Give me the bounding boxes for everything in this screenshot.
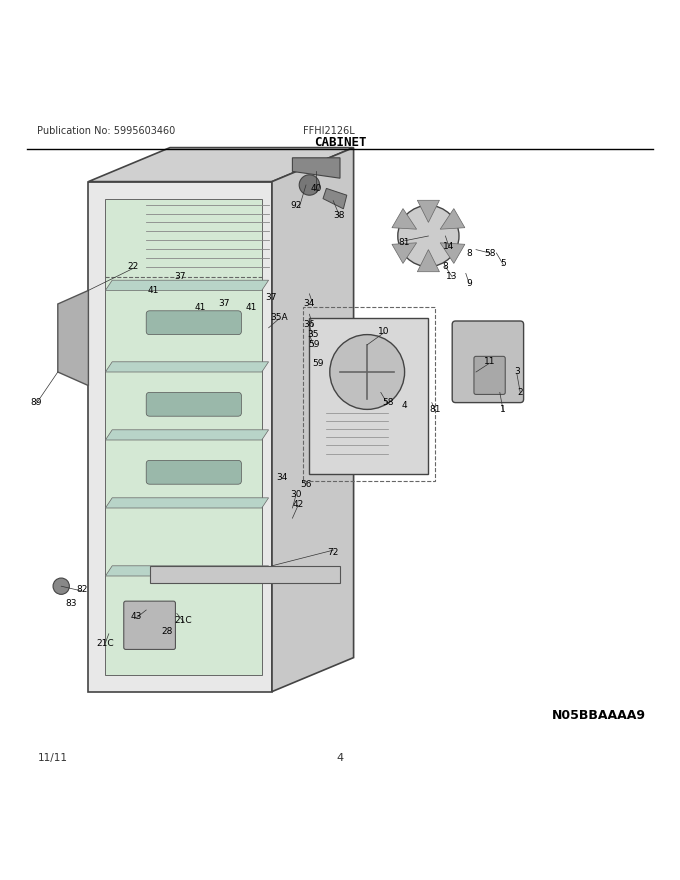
- Text: 1: 1: [500, 405, 506, 414]
- Text: 40: 40: [311, 184, 322, 193]
- Text: 81: 81: [430, 405, 441, 414]
- Text: FFHI2126L: FFHI2126L: [303, 126, 354, 136]
- Text: 36: 36: [304, 320, 315, 329]
- Text: 22: 22: [127, 262, 138, 271]
- Text: 56: 56: [301, 480, 311, 488]
- Text: 58: 58: [484, 248, 495, 258]
- Polygon shape: [88, 181, 272, 692]
- Polygon shape: [418, 201, 439, 223]
- Circle shape: [398, 205, 459, 267]
- Text: 34: 34: [277, 473, 288, 482]
- Polygon shape: [150, 566, 340, 583]
- Text: 43: 43: [131, 612, 141, 621]
- FancyBboxPatch shape: [146, 460, 241, 484]
- Polygon shape: [105, 498, 269, 508]
- Text: 8: 8: [466, 248, 472, 258]
- Text: Publication No: 5995603460: Publication No: 5995603460: [37, 126, 175, 136]
- Text: 82: 82: [76, 585, 87, 594]
- Polygon shape: [418, 250, 439, 272]
- Text: 37: 37: [175, 272, 186, 282]
- Text: 38: 38: [333, 211, 344, 220]
- Text: 21C: 21C: [97, 640, 114, 649]
- Text: 11/11: 11/11: [37, 753, 67, 763]
- Text: 9: 9: [466, 279, 472, 288]
- Text: 10: 10: [379, 326, 390, 335]
- Text: 30: 30: [290, 490, 301, 499]
- Polygon shape: [440, 243, 465, 263]
- Text: CABINET: CABINET: [313, 136, 367, 149]
- Polygon shape: [105, 199, 262, 675]
- Circle shape: [330, 334, 405, 409]
- Polygon shape: [105, 280, 269, 290]
- Polygon shape: [323, 188, 347, 209]
- Polygon shape: [105, 429, 269, 440]
- Text: 41: 41: [195, 303, 206, 312]
- Text: 11: 11: [484, 357, 495, 366]
- Text: 13: 13: [447, 272, 458, 282]
- Text: 37: 37: [219, 299, 230, 309]
- Text: 3: 3: [514, 368, 520, 377]
- Text: 4: 4: [402, 401, 407, 410]
- Circle shape: [299, 175, 320, 195]
- Text: 34: 34: [304, 299, 315, 309]
- FancyBboxPatch shape: [124, 601, 175, 649]
- Text: 59: 59: [309, 341, 320, 349]
- Text: 35A: 35A: [270, 313, 288, 322]
- Polygon shape: [272, 148, 354, 692]
- Polygon shape: [392, 243, 417, 263]
- Polygon shape: [105, 566, 269, 576]
- Text: 72: 72: [328, 547, 339, 557]
- Polygon shape: [58, 290, 88, 385]
- Polygon shape: [392, 209, 417, 229]
- Circle shape: [53, 578, 69, 594]
- Text: 28: 28: [161, 627, 172, 636]
- Text: 83: 83: [66, 598, 77, 608]
- Polygon shape: [309, 318, 428, 474]
- Text: 81: 81: [399, 238, 410, 247]
- FancyBboxPatch shape: [146, 392, 241, 416]
- Text: 41: 41: [246, 303, 257, 312]
- Polygon shape: [440, 209, 465, 229]
- Text: 59: 59: [313, 359, 324, 369]
- Text: 14: 14: [443, 242, 454, 251]
- Text: 4: 4: [337, 753, 343, 763]
- FancyBboxPatch shape: [474, 356, 505, 394]
- Text: 35: 35: [307, 330, 318, 339]
- Text: N05BBAAAA9: N05BBAAAA9: [552, 709, 646, 722]
- Text: 8: 8: [443, 262, 448, 271]
- Text: 92: 92: [290, 201, 301, 210]
- FancyBboxPatch shape: [452, 321, 524, 402]
- Polygon shape: [292, 158, 340, 178]
- Polygon shape: [88, 148, 354, 181]
- Text: 41: 41: [148, 286, 158, 295]
- Text: 2: 2: [517, 388, 523, 397]
- Text: 37: 37: [265, 293, 276, 302]
- Text: 89: 89: [31, 398, 41, 407]
- Text: 58: 58: [382, 398, 393, 407]
- Text: 5: 5: [500, 259, 506, 268]
- FancyBboxPatch shape: [146, 311, 241, 334]
- Text: 42: 42: [292, 500, 303, 510]
- Polygon shape: [105, 362, 269, 372]
- Text: 21C: 21C: [175, 616, 192, 625]
